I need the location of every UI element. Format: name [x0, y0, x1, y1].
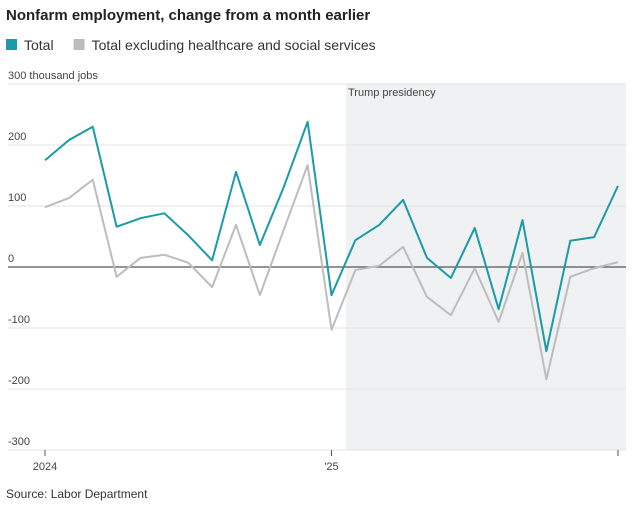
x-tick-label: 2024 — [33, 461, 57, 473]
series-line — [44, 120, 619, 353]
y-tick-label: -100 — [8, 314, 30, 326]
y-tick-label: -300 — [8, 436, 30, 448]
legend-label: Total — [24, 37, 54, 53]
annotation: Trump presidency — [348, 87, 436, 99]
legend-label: Total excluding healthcare and social se… — [92, 37, 376, 53]
y-tick-label: 300 thousand jobs — [8, 70, 98, 82]
series-line — [44, 164, 619, 381]
chart-title: Nonfarm employment, change from a month … — [6, 7, 370, 24]
legend-swatch — [73, 39, 85, 50]
y-tick-label: 200 — [8, 131, 26, 143]
legend-swatch — [6, 39, 17, 50]
y-tick-label: 0 — [8, 253, 14, 265]
y-tick-label: 100 — [8, 192, 26, 204]
y-tick-label: -200 — [8, 375, 30, 387]
source: Source: Labor Department — [6, 487, 148, 501]
x-tick-label: '25 — [324, 461, 338, 473]
